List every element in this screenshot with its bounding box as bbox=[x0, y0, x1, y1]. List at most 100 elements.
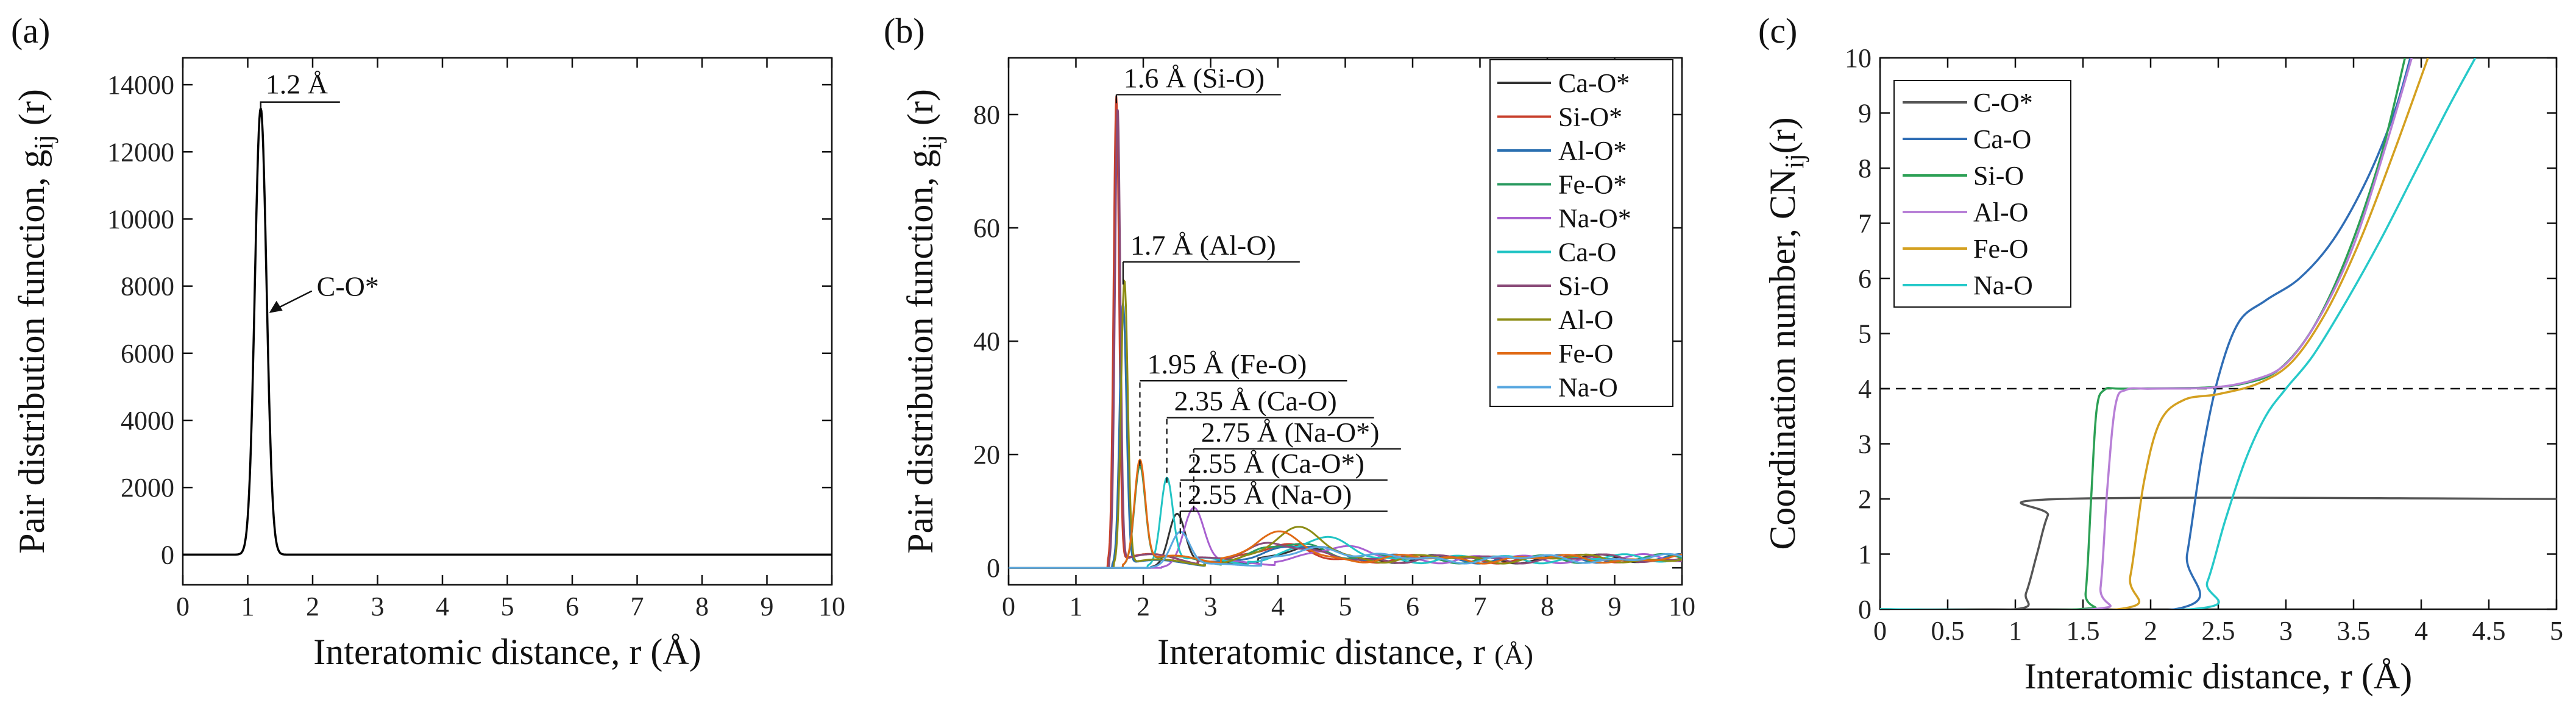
legend-label: Na-O bbox=[1558, 373, 1618, 403]
y-tick-label: 6000 bbox=[121, 339, 174, 369]
y-axis-label-tail: (r) bbox=[12, 89, 52, 135]
y-tick-label: 6 bbox=[1858, 264, 1872, 294]
legend-label: Na-O* bbox=[1558, 203, 1631, 233]
annotation-peak-label: 1.95 Å (Fe-O) bbox=[1147, 348, 1307, 380]
x-tick-label: 10 bbox=[818, 592, 845, 621]
x-tick-label: 8 bbox=[1541, 592, 1554, 621]
x-axis-label: Interatomic distance, r (Å) bbox=[313, 632, 701, 672]
annotation-peak-label: 2.35 Å (Ca-O) bbox=[1174, 386, 1337, 417]
annotation-peak-label: 2.55 Å (Na-O) bbox=[1188, 479, 1352, 510]
y-axis-label: Pair distribution function, gij (r) bbox=[900, 89, 947, 554]
y-tick-label: 1 bbox=[1858, 540, 1872, 570]
legend-label: Ca-O bbox=[1558, 238, 1616, 267]
x-tick-label: 4 bbox=[1271, 592, 1285, 621]
chart-panel-c: (c) 0 0.5 1 1.5 2 2.5 3 3.5 4 4.5 5 0 1 2 3 4 5 6 7 8 9 10 Inte… bbox=[1758, 11, 2563, 696]
x-tick-label: 1.5 bbox=[2067, 616, 2100, 646]
y-axis-label: Pair distribution function, gij (r) bbox=[12, 89, 59, 554]
legend-label: Fe-O bbox=[1973, 234, 2028, 264]
x-tick-label: 2 bbox=[2144, 616, 2157, 646]
x-tick-label: 0.5 bbox=[1931, 616, 1965, 646]
x-tick-label: 4 bbox=[2415, 616, 2428, 646]
annotation-peak-label: 1.6 Å (Si-O) bbox=[1124, 62, 1265, 93]
plot-area bbox=[1880, 58, 2556, 609]
y-tick-label: 0 bbox=[161, 540, 174, 570]
x-tick-label: 9 bbox=[1608, 592, 1622, 621]
chart-panel-a: (a) 0 1 2 3 4 5 6 7 8 9 10 0 2000 4000 6000 8000 10000 120… bbox=[11, 11, 845, 672]
series-line-al-o bbox=[1880, 58, 2413, 609]
y-tick-label: 40 bbox=[973, 327, 1000, 356]
x-tick-label: 3.5 bbox=[2337, 616, 2371, 646]
series-line-c-o bbox=[183, 108, 832, 556]
y-axis-label-tail: (r) bbox=[900, 89, 940, 135]
legend-label: Si-O* bbox=[1558, 102, 1622, 132]
legend-label: Si-O bbox=[1973, 161, 2024, 191]
annotation-peak-label: 2.75 Å (Na-O*) bbox=[1201, 417, 1380, 448]
y-tick-label: 2000 bbox=[121, 473, 174, 503]
panel-label: (a) bbox=[11, 11, 50, 51]
x-tick-label: 7 bbox=[631, 592, 644, 621]
x-tick-label: 8 bbox=[695, 592, 709, 621]
y-axis-label-tail: (r) bbox=[1762, 117, 1803, 154]
x-axis-label: Interatomic distance, r (Å) bbox=[2024, 656, 2412, 696]
legend-label: Al-O bbox=[1558, 305, 1613, 335]
annotation-arrowhead bbox=[269, 300, 283, 313]
x-tick-label: 6 bbox=[566, 592, 579, 621]
x-tick-label: 0 bbox=[1873, 616, 1887, 646]
y-tick-label: 10 bbox=[1845, 43, 1872, 73]
y-tick-label: 20 bbox=[973, 440, 1000, 470]
y-tick-label: 2 bbox=[1858, 484, 1872, 514]
x-axis-label: Interatomic distance, r (Å) bbox=[1157, 632, 1533, 672]
y-axis-label-main: Pair distribution function, g bbox=[12, 150, 52, 554]
x-tick-label: 2.5 bbox=[2202, 616, 2235, 646]
series-line-na-o bbox=[1880, 58, 2477, 609]
x-tick-label: 10 bbox=[1669, 592, 1695, 621]
y-tick-label: 4000 bbox=[121, 406, 174, 436]
y-tick-label: 3 bbox=[1858, 429, 1872, 459]
x-tick-label: 7 bbox=[1474, 592, 1487, 621]
y-tick-label: 8000 bbox=[121, 272, 174, 302]
x-tick-label: 1 bbox=[1070, 592, 1083, 621]
y-tick-label: 0 bbox=[987, 553, 1000, 583]
y-axis-label-sub: ij bbox=[29, 135, 59, 149]
x-tick-label: 5 bbox=[501, 592, 514, 621]
y-axis-label-main: Pair distribution function, g bbox=[900, 150, 940, 554]
x-tick-label: 0 bbox=[1002, 592, 1015, 621]
legend-label: Ca-O bbox=[1973, 124, 2031, 154]
y-tick-label: 10000 bbox=[107, 204, 174, 234]
y-tick-label: 8 bbox=[1858, 154, 1872, 183]
legend-label: Fe-O bbox=[1558, 339, 1613, 369]
panel-label: (b) bbox=[884, 11, 925, 51]
x-tick-label: 5 bbox=[2550, 616, 2563, 646]
y-tick-label: 0 bbox=[1858, 595, 1872, 624]
annotation-peak-label: 2.55 Å (Ca-O*) bbox=[1188, 448, 1364, 479]
plot-area bbox=[183, 108, 832, 556]
plot-area bbox=[1009, 96, 1682, 569]
chart-panel-b: (b) 0 1 2 3 4 5 6 7 8 9 10 0 20 40 60 80 Interatomic dist… bbox=[884, 11, 1695, 672]
x-tick-label: 1 bbox=[241, 592, 255, 621]
legend-label: Ca-O* bbox=[1558, 68, 1630, 98]
legend-label: Na-O bbox=[1973, 270, 2033, 300]
series-line-na-o bbox=[1009, 531, 1682, 569]
legend-box bbox=[1893, 80, 2071, 308]
x-axis-unit: (Å) bbox=[1494, 639, 1533, 670]
y-axis-label: Coordination number, CNij(r) bbox=[1762, 117, 1809, 550]
x-tick-label: 6 bbox=[1406, 592, 1419, 621]
legend-label: C-O* bbox=[1973, 88, 2033, 118]
y-tick-label: 60 bbox=[973, 213, 1000, 243]
plot-frame bbox=[182, 57, 833, 586]
y-tick-label: 7 bbox=[1858, 209, 1872, 239]
x-tick-label: 3 bbox=[1204, 592, 1218, 621]
annotation-series-label: C-O* bbox=[317, 271, 379, 302]
x-tick-label: 3 bbox=[371, 592, 385, 621]
x-tick-label: 4 bbox=[436, 592, 449, 621]
y-tick-label: 80 bbox=[973, 100, 1000, 130]
y-tick-label: 14000 bbox=[107, 70, 174, 100]
y-tick-label: 5 bbox=[1858, 319, 1872, 349]
legend-label: Al-O* bbox=[1558, 136, 1627, 166]
x-tick-label: 5 bbox=[1339, 592, 1352, 621]
x-tick-label: 2 bbox=[306, 592, 319, 621]
legend-label: Fe-O* bbox=[1558, 170, 1627, 200]
annotation-peak-label: 1.7 Å (Al-O) bbox=[1130, 230, 1276, 261]
x-tick-label: 1 bbox=[2009, 616, 2022, 646]
